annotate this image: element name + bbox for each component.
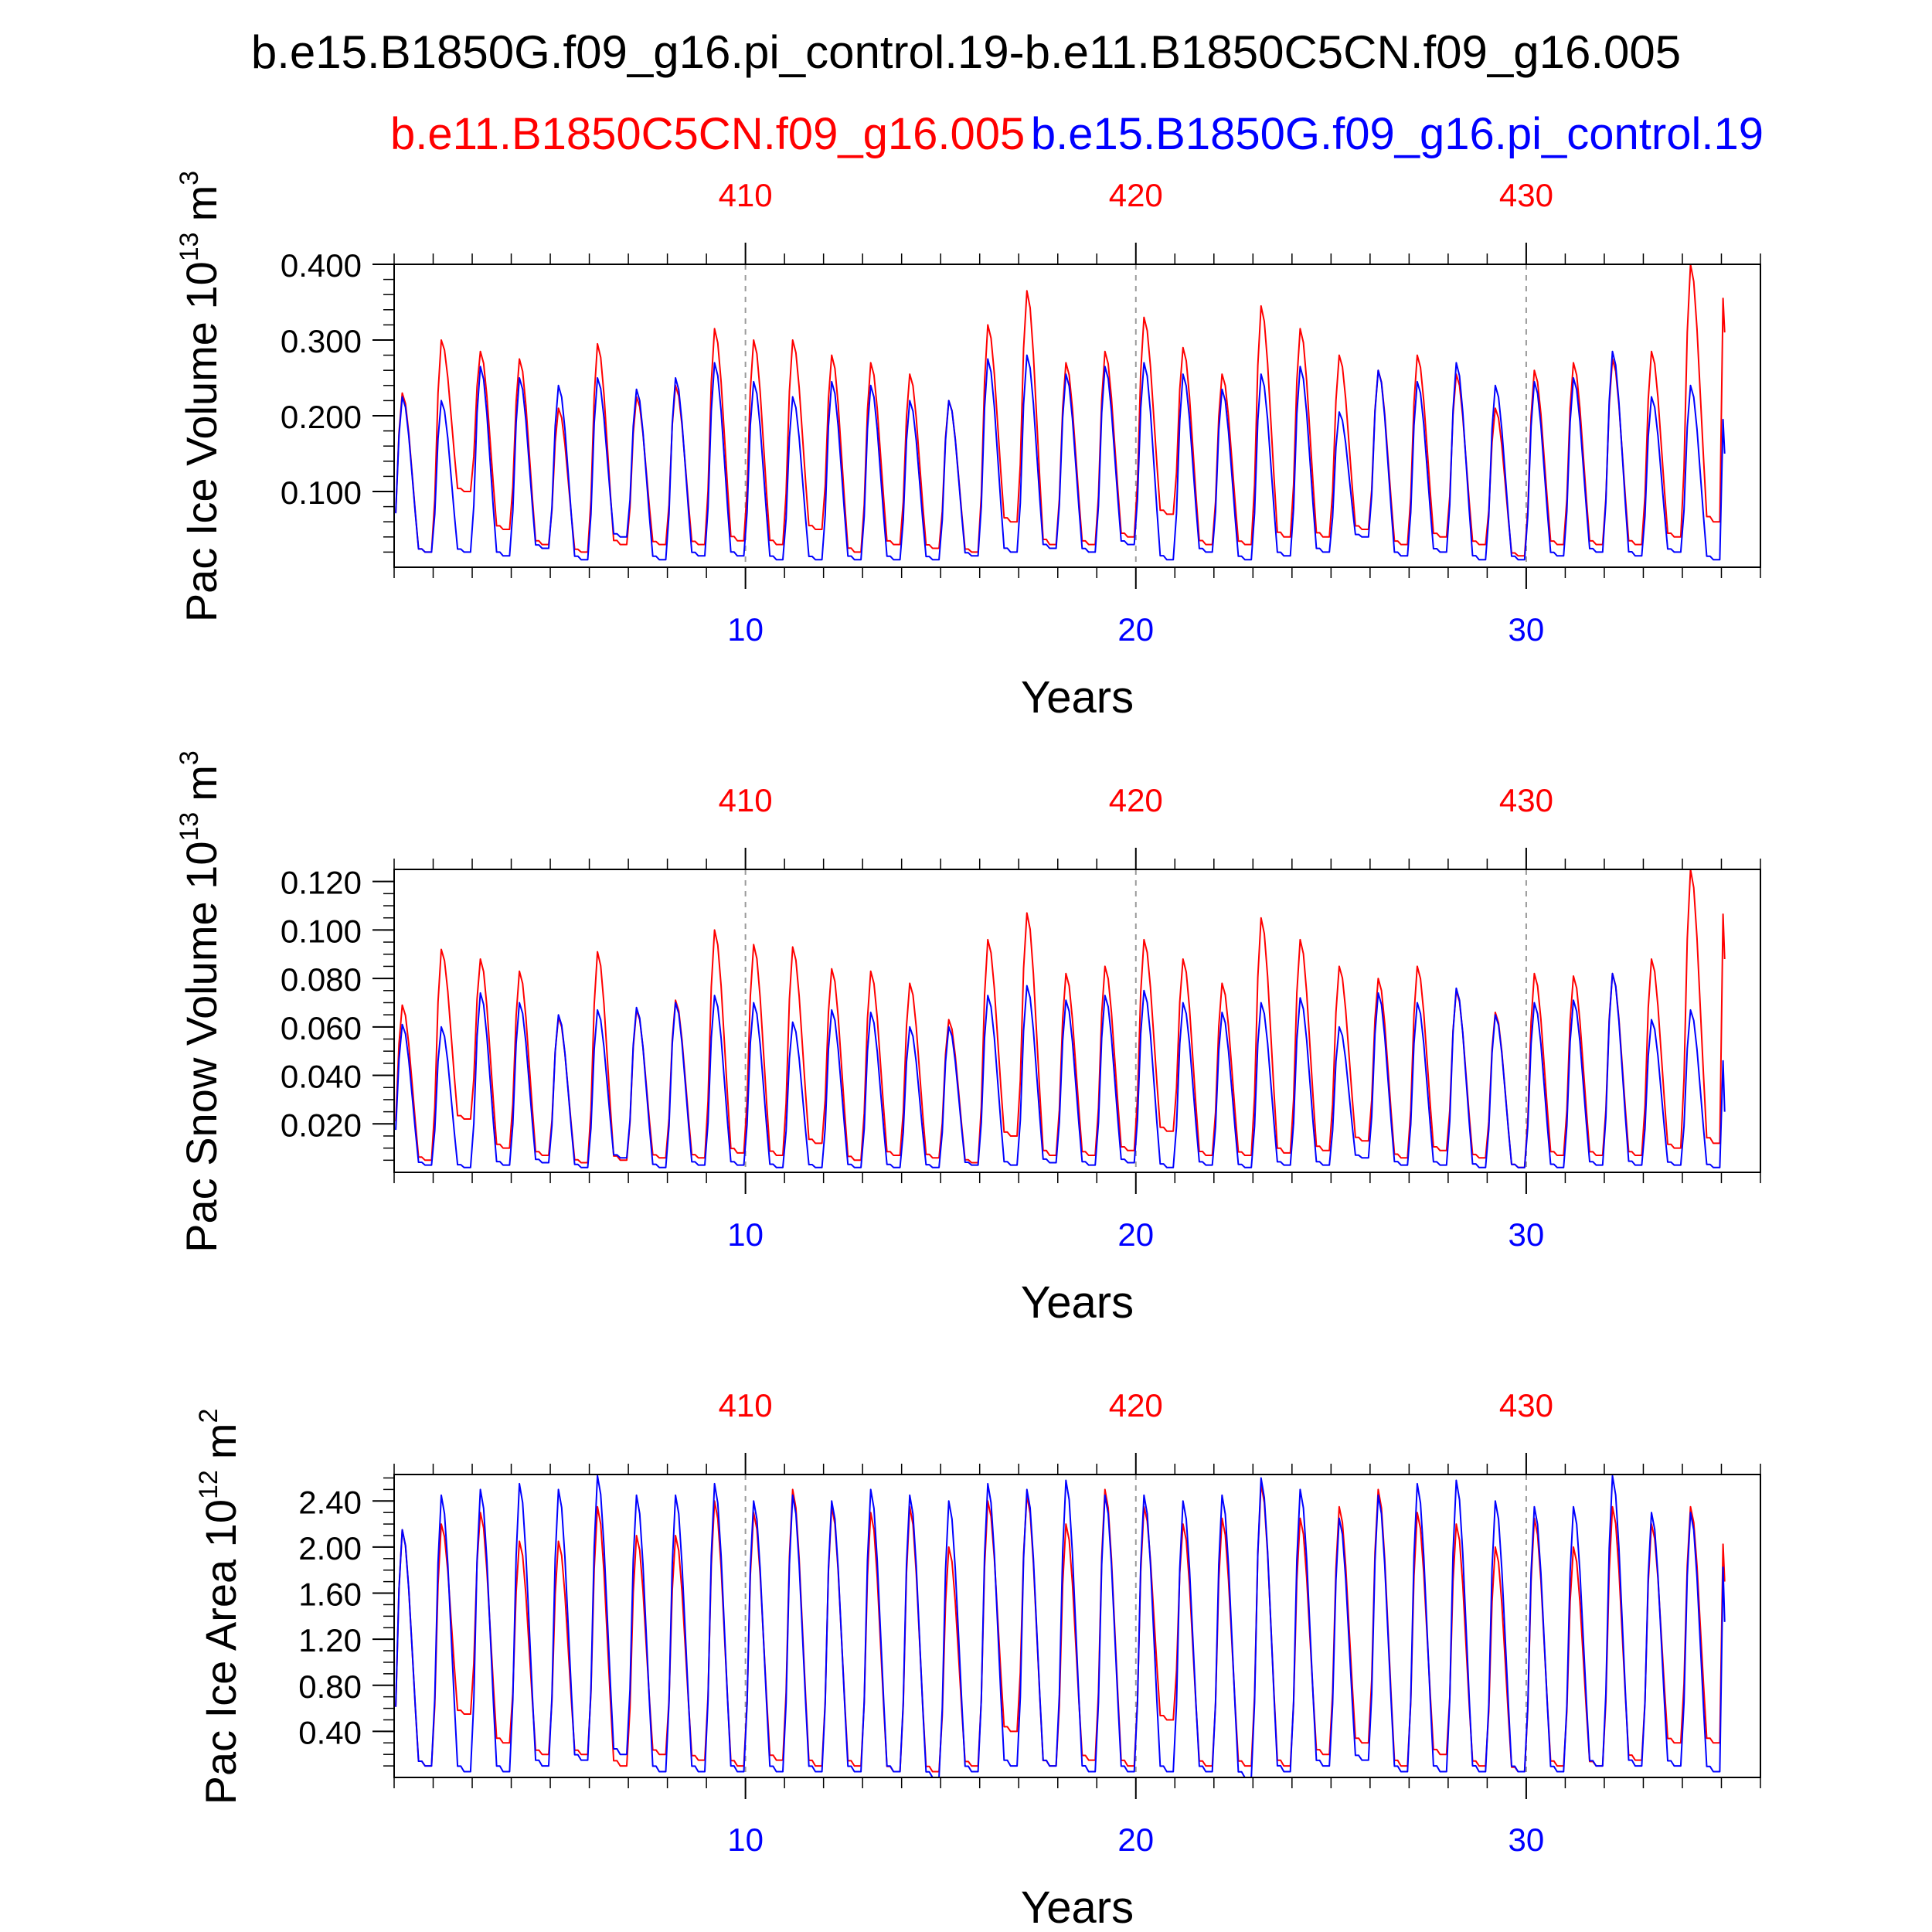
y-tick-label: 1.20 (298, 1622, 362, 1658)
series-line-blue (395, 972, 1726, 1168)
legend-red-label: b.e11.B1850C5CN.f09_g16.005 (390, 109, 1025, 159)
series-line-blue (395, 1475, 1726, 1778)
x-tick-label-top: 410 (719, 1387, 773, 1423)
y-tick-label: 2.00 (298, 1530, 362, 1566)
x-tick-label-bottom: 20 (1117, 1821, 1154, 1858)
x-tick-label-top: 410 (719, 177, 773, 213)
y-axis-title-unit-exponent: 2 (194, 1409, 223, 1423)
x-tick-label-bottom: 30 (1509, 611, 1545, 648)
y-axis-title-text: Pac Ice Area 10 (196, 1499, 245, 1804)
y-axis-title-exponent: 12 (194, 1470, 223, 1499)
x-axis-title: Years (1021, 1883, 1134, 1932)
y-tick-label: 1.60 (298, 1577, 362, 1613)
plot-frame (393, 264, 1761, 568)
x-tick-label-top: 410 (719, 782, 773, 818)
y-axis-title-unit-exponent: 3 (175, 171, 204, 185)
y-axis-title-unit-exponent: 3 (175, 750, 204, 765)
x-tick-label-top: 420 (1109, 177, 1163, 213)
y-axis-title-text: Pac Snow Volume 10 (177, 842, 226, 1253)
y-tick-label: 0.040 (281, 1059, 362, 1095)
x-tick-label-bottom: 10 (727, 611, 764, 648)
y-axis-title-unit: m (177, 765, 226, 801)
y-tick-label: 0.80 (298, 1668, 362, 1705)
plot-frame (393, 869, 1761, 1173)
chart-panel-1: 0.100 0.200 0.300 0.400 10 410 20 420 30 430 Years… (175, 171, 1761, 723)
chart-panel-2: 0.020 0.040 0.060 0.080 0.100 0.120 10 410 20 420… (175, 750, 1761, 1328)
y-axis-title-text: Pac Ice Volume 10 (177, 261, 226, 622)
y-tick-label: 0.100 (281, 474, 362, 511)
legend-blue-label: b.e15.B1850G.f09_g16.pi_control.19 (1031, 109, 1764, 159)
plot-frame (393, 1474, 1761, 1778)
y-tick-label: 0.400 (281, 247, 362, 284)
y-axis-title-unit: m (196, 1423, 245, 1460)
x-tick-label-bottom: 30 (1509, 1216, 1545, 1253)
y-tick-label: 2.40 (298, 1484, 362, 1520)
series-line-blue (395, 350, 1726, 561)
x-tick-label-top: 430 (1499, 1387, 1553, 1423)
y-tick-label: 0.080 (281, 961, 362, 998)
series-line-red (395, 869, 1726, 1168)
y-tick-label: 0.100 (281, 913, 362, 949)
y-axis-title: Pac Ice Area 1012 m2 (194, 1409, 245, 1805)
x-tick-label-bottom: 20 (1117, 611, 1154, 648)
x-tick-label-top: 420 (1109, 782, 1163, 818)
y-tick-label: 0.020 (281, 1107, 362, 1143)
x-axis-title: Years (1021, 1277, 1134, 1328)
y-axis-title: Pac Snow Volume 1013 m3 (175, 750, 226, 1253)
y-axis-title-exponent: 13 (175, 812, 204, 842)
x-tick-label-top: 430 (1499, 177, 1553, 213)
y-axis-title-exponent: 13 (175, 232, 204, 261)
y-axis-title-unit: m (177, 185, 226, 222)
y-tick-label: 0.40 (298, 1714, 362, 1750)
x-tick-label-bottom: 20 (1117, 1216, 1154, 1253)
y-axis-title: Pac Ice Volume 1013 m3 (175, 171, 226, 622)
chart-panels: 0.100 0.200 0.300 0.400 10 410 20 420 30 430 Years… (175, 171, 1761, 1932)
x-tick-label-bottom: 30 (1509, 1821, 1545, 1858)
figure-title: b.e15.B1850G.f09_g16.pi_control.19-b.e11… (251, 26, 1681, 78)
x-tick-label-top: 420 (1109, 1387, 1163, 1423)
x-axis-title: Years (1021, 672, 1134, 723)
chart-panel-3: 0.40 0.80 1.20 1.60 2.00 2.40 10 410 20 420 30 430 Y… (194, 1387, 1761, 1932)
x-tick-label-bottom: 10 (727, 1216, 764, 1253)
y-tick-label: 0.200 (281, 399, 362, 435)
x-tick-label-bottom: 10 (727, 1821, 764, 1858)
y-tick-label: 0.060 (281, 1010, 362, 1046)
x-tick-label-top: 430 (1499, 782, 1553, 818)
y-tick-label: 0.300 (281, 323, 362, 359)
y-tick-label: 0.120 (281, 865, 362, 901)
